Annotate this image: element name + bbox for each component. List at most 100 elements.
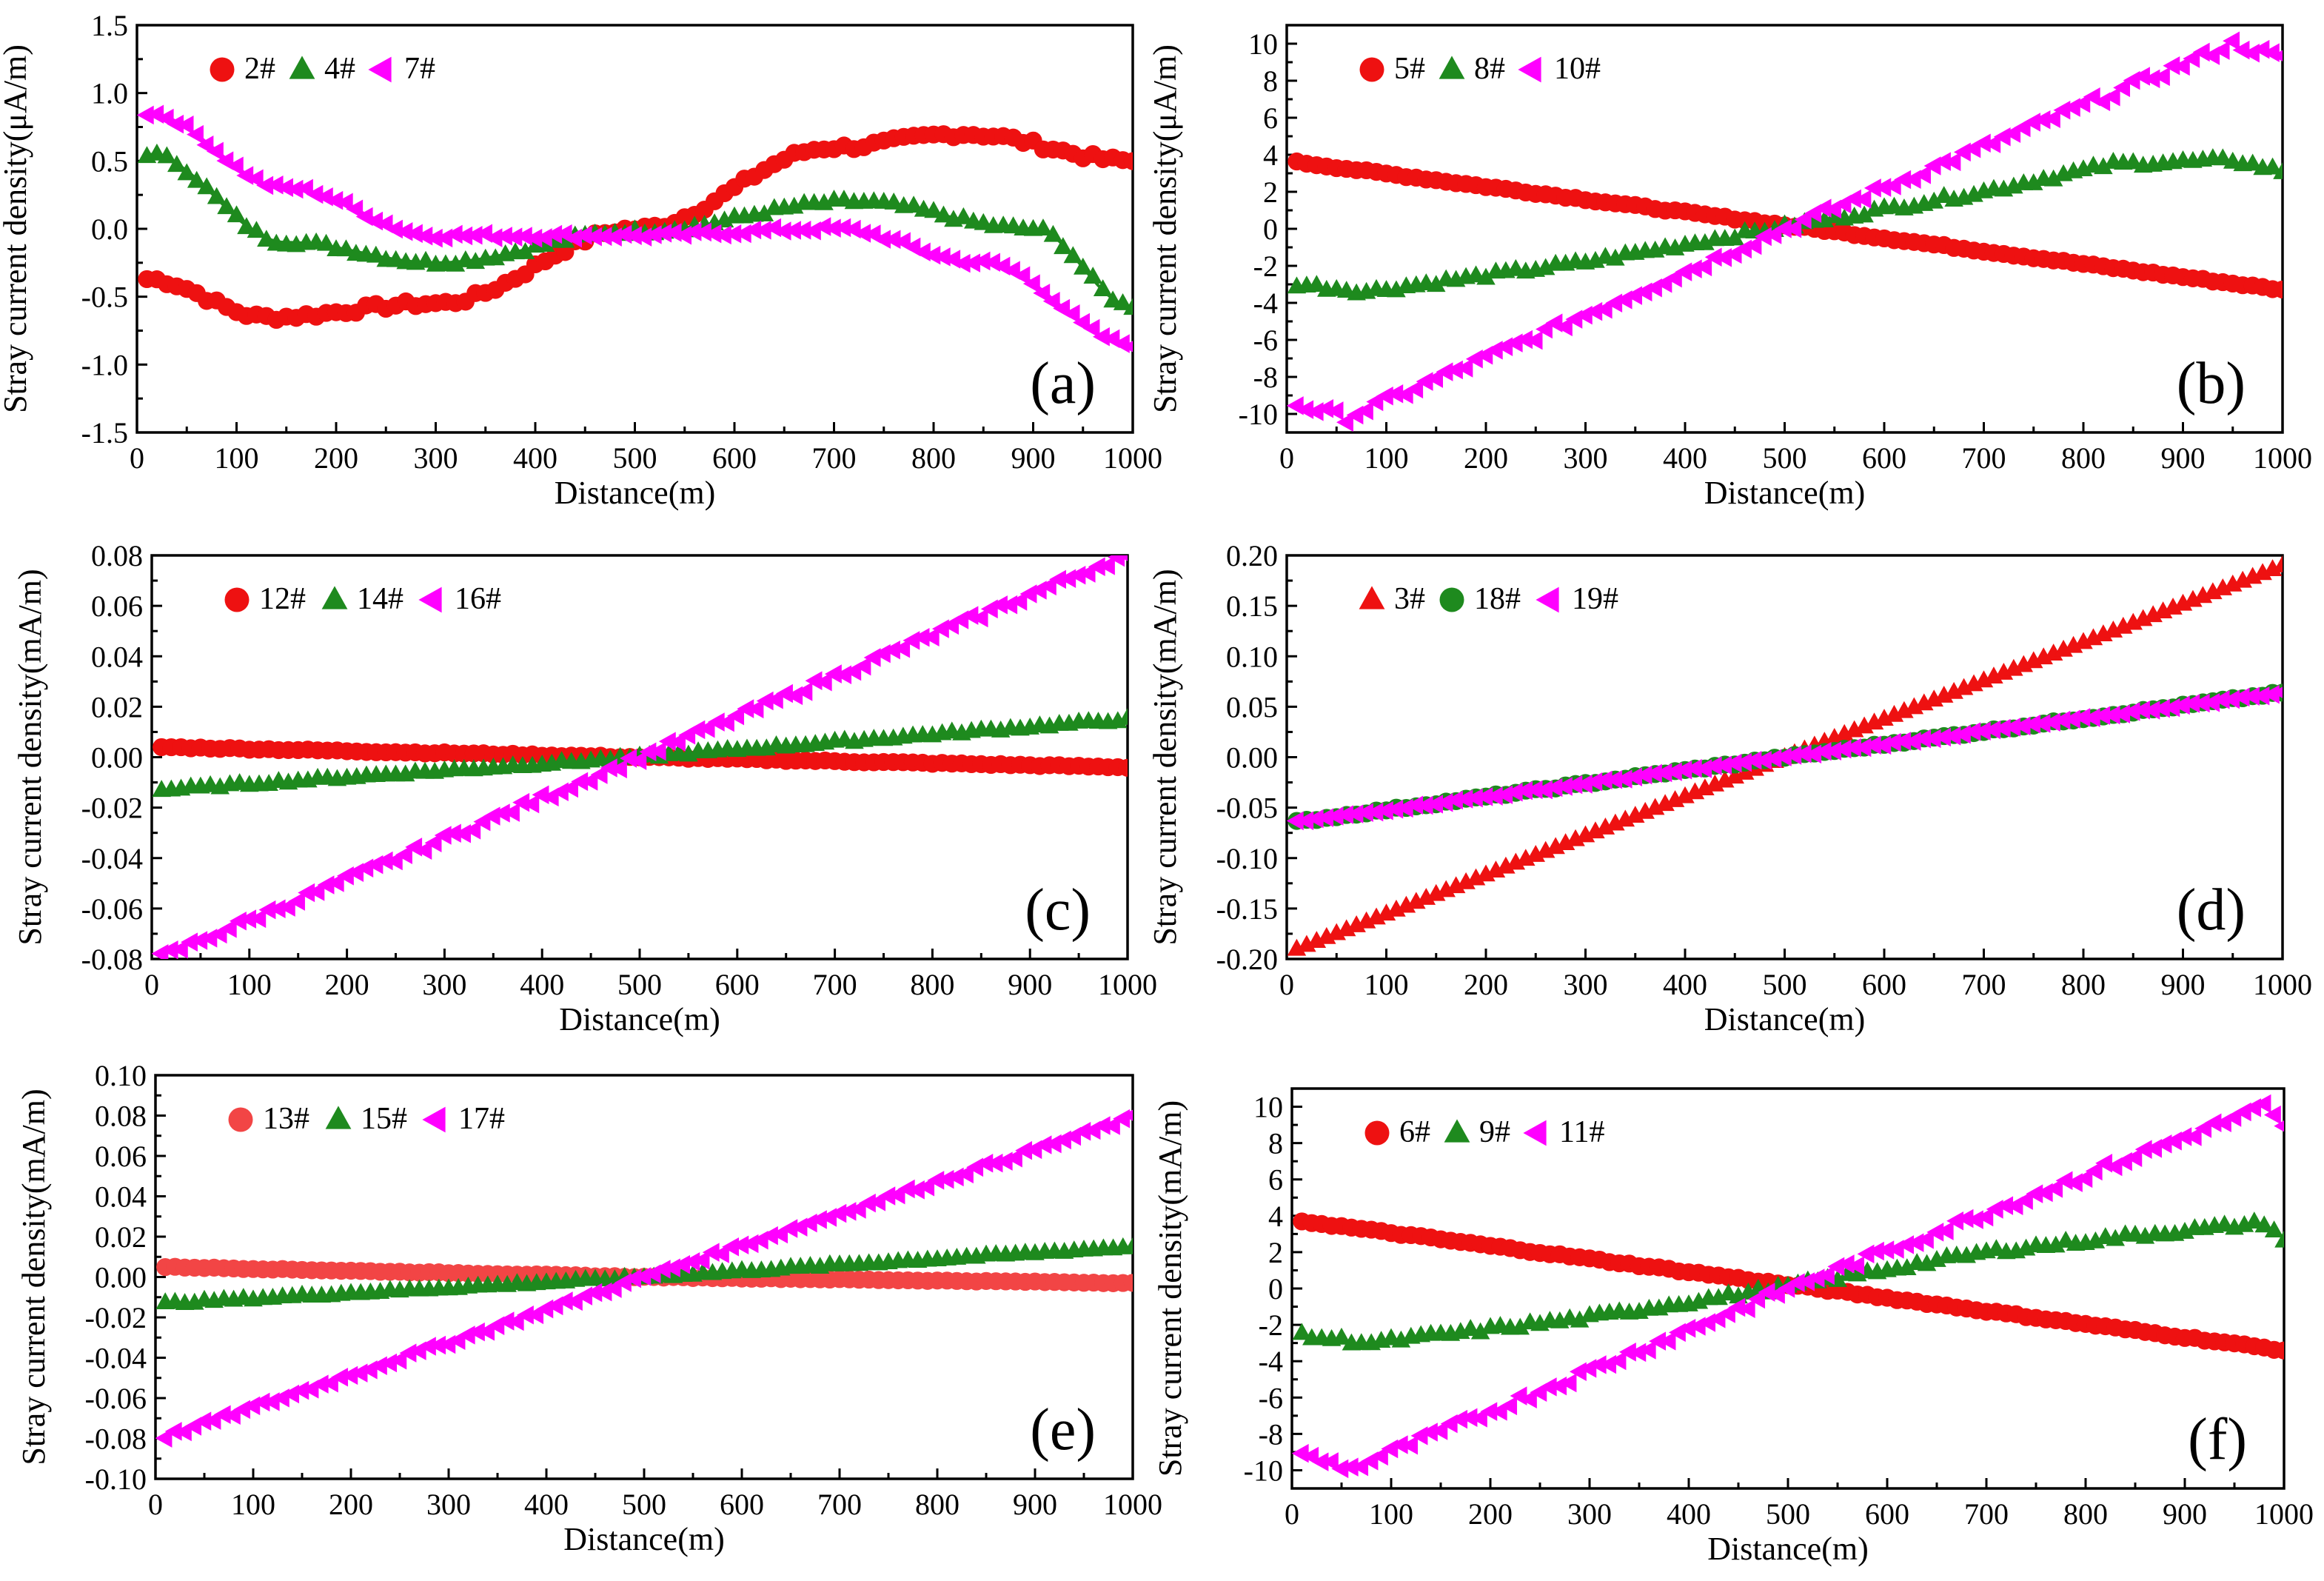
data-point bbox=[711, 1244, 729, 1263]
y-tick-label: 0.10 bbox=[1226, 640, 1278, 673]
data-point bbox=[1430, 1421, 1448, 1440]
data-point bbox=[1485, 786, 1503, 806]
y-tick-label: -8 bbox=[1253, 361, 1278, 394]
x-tick-label: 500 bbox=[613, 441, 657, 475]
legend-label: 11# bbox=[1559, 1115, 1604, 1149]
x-axis-label: Distance(m) bbox=[555, 475, 715, 511]
x-tick-label: 900 bbox=[1013, 1488, 1057, 1521]
data-point bbox=[1296, 400, 1314, 419]
data-point bbox=[1426, 795, 1443, 814]
data-point bbox=[2264, 1220, 2284, 1238]
series-13# bbox=[156, 1257, 1133, 1292]
x-tick-label: 300 bbox=[1567, 1497, 1612, 1531]
data-point bbox=[1956, 1209, 1974, 1229]
x-tick-label: 400 bbox=[520, 968, 564, 1001]
data-point bbox=[1877, 1240, 1895, 1260]
data-point bbox=[1112, 334, 1130, 353]
data-point bbox=[2192, 693, 2210, 713]
data-point bbox=[615, 224, 632, 244]
data-point bbox=[217, 197, 236, 215]
data-point bbox=[683, 1251, 700, 1271]
x-tick-label: 1000 bbox=[2253, 968, 2312, 1001]
y-tick-label: -0.08 bbox=[81, 943, 143, 976]
data-point bbox=[1331, 1459, 1349, 1479]
data-point bbox=[1645, 763, 1662, 783]
data-point bbox=[516, 1306, 534, 1325]
data-point bbox=[2223, 31, 2240, 51]
data-point bbox=[937, 1169, 954, 1189]
data-point bbox=[907, 1180, 925, 1200]
legend-marker bbox=[422, 1106, 446, 1133]
data-point bbox=[1123, 1274, 1133, 1292]
data-point bbox=[2023, 113, 2040, 132]
data-point bbox=[933, 247, 951, 267]
data-point bbox=[717, 712, 734, 732]
data-point bbox=[1943, 152, 1961, 172]
y-axis-label: Stray current density(mA/m) bbox=[1152, 1100, 1188, 1477]
data-point bbox=[1545, 778, 1563, 798]
data-point bbox=[522, 794, 540, 814]
legend-marker bbox=[321, 586, 348, 609]
data-point bbox=[780, 1219, 798, 1238]
y-tick-label: -4 bbox=[1253, 287, 1278, 320]
data-point bbox=[585, 1283, 603, 1303]
data-point bbox=[1311, 1452, 1329, 1471]
data-point bbox=[187, 170, 207, 188]
data-point bbox=[366, 245, 386, 263]
series-16# bbox=[152, 555, 1128, 959]
x-tick-label: 0 bbox=[1279, 441, 1294, 475]
x-tick-label: 900 bbox=[1011, 441, 1056, 475]
data-point bbox=[946, 1167, 964, 1187]
data-point bbox=[688, 720, 706, 740]
x-tick-label: 300 bbox=[1564, 441, 1608, 475]
x-axis-label: Distance(m) bbox=[559, 1001, 720, 1037]
data-point bbox=[1118, 758, 1128, 777]
data-point bbox=[1618, 1343, 1636, 1362]
x-tick-label: 300 bbox=[414, 441, 458, 475]
data-point bbox=[335, 193, 353, 213]
x-tick-label: 100 bbox=[1369, 1497, 1413, 1531]
data-point bbox=[492, 803, 510, 823]
data-point bbox=[256, 176, 274, 195]
data-point bbox=[2245, 1211, 2264, 1229]
data-point bbox=[467, 1322, 485, 1342]
data-point bbox=[1366, 802, 1384, 822]
data-point bbox=[1470, 1322, 1490, 1340]
data-point bbox=[1744, 751, 1762, 770]
data-point bbox=[2273, 162, 2283, 179]
data-point bbox=[1764, 749, 1782, 769]
data-point bbox=[1855, 205, 1874, 223]
legend-marker bbox=[325, 1106, 352, 1129]
data-point bbox=[268, 899, 286, 919]
data-point bbox=[1118, 708, 1128, 725]
data-point bbox=[2043, 712, 2060, 732]
data-point bbox=[2013, 716, 2031, 736]
y-axis-label: Stray current density(μA/m) bbox=[1147, 44, 1183, 413]
x-tick-label: 900 bbox=[1008, 968, 1052, 1001]
legend-marker bbox=[1439, 56, 1465, 79]
data-point bbox=[1376, 800, 1393, 820]
data-point bbox=[600, 758, 617, 778]
data-point bbox=[317, 875, 335, 895]
data-point bbox=[405, 224, 423, 244]
data-point bbox=[1664, 268, 1682, 288]
data-point bbox=[1476, 267, 1496, 285]
data-point bbox=[707, 712, 725, 732]
data-point bbox=[654, 224, 672, 243]
x-axis-label: Distance(m) bbox=[563, 1521, 724, 1557]
data-point bbox=[624, 1269, 642, 1288]
y-tick-label: -0.08 bbox=[85, 1423, 147, 1456]
data-point bbox=[2023, 173, 2043, 190]
data-point bbox=[1589, 1355, 1607, 1374]
y-tick-label: -0.05 bbox=[1216, 792, 1278, 825]
data-point bbox=[1446, 790, 1463, 810]
data-point bbox=[1605, 770, 1623, 789]
data-point bbox=[213, 1405, 231, 1424]
data-point bbox=[1585, 301, 1603, 321]
data-point bbox=[883, 230, 901, 250]
data-point bbox=[197, 177, 216, 195]
data-point bbox=[2152, 67, 2170, 87]
data-point bbox=[485, 228, 503, 247]
data-point bbox=[1088, 557, 1105, 576]
data-point bbox=[1022, 274, 1040, 293]
